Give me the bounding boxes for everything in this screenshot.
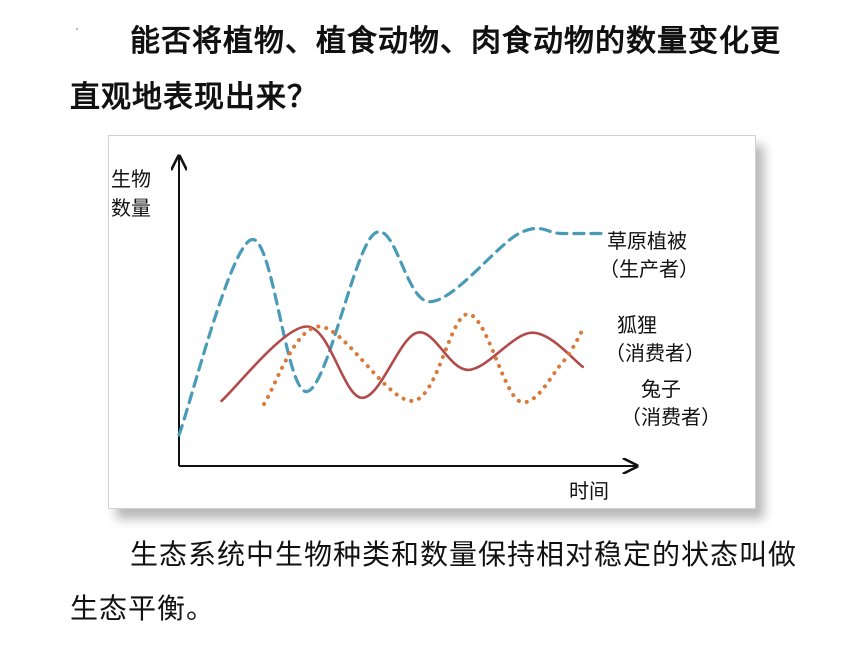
paragraph-text: 生态系统中生物种类和数量保持相对稳定的状态叫做生态平衡。 — [70, 538, 798, 625]
series-label-vegetation-line-2: （生产者） — [599, 257, 699, 281]
stray-dot — [76, 28, 78, 30]
series-line-vegetation — [177, 226, 606, 437]
chart-canvas: 生物 数量 时间 草原植被 （生产者） 狐狸 （消费者） 兔子 （消费者） — [111, 136, 721, 503]
series-line-rabbit — [262, 312, 585, 406]
balance-paragraph: 生态系统中生物种类和数量保持相对稳定的状态叫做生态平衡。 — [70, 528, 810, 636]
series-label-rabbit-line-2: （消费者） — [621, 405, 721, 429]
series-label-fox-line-2: （消费者） — [605, 341, 705, 365]
series-label-vegetation-line-1: 草原植被 — [607, 229, 687, 253]
y-axis-label-line-2: 数量 — [111, 196, 151, 220]
series-line-fox — [220, 325, 585, 403]
y-axis-label-line-1: 生物 — [111, 167, 151, 191]
question-text: 能否将植物、植食动物、肉食动物的数量变化更直观地表现出来？ — [70, 24, 781, 115]
x-axis-label: 时间 — [569, 479, 609, 503]
series-label-fox-line-1: 狐狸 — [617, 313, 657, 337]
question-heading: 能否将植物、植食动物、肉食动物的数量变化更直观地表现出来？ — [70, 14, 810, 126]
series-label-rabbit-line-1: 兔子 — [641, 377, 681, 401]
population-chart: 生物 数量 时间 草原植被 （生产者） 狐狸 （消费者） 兔子 （消费者） — [108, 135, 756, 509]
